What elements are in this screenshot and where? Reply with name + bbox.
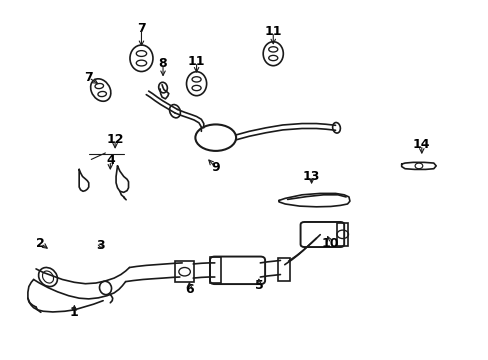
Text: 3: 3 (96, 239, 105, 252)
Text: 6: 6 (184, 283, 193, 296)
Text: 2: 2 (37, 237, 45, 250)
Text: 4: 4 (106, 154, 115, 167)
Text: 7: 7 (137, 22, 145, 35)
Text: 13: 13 (302, 170, 320, 183)
Text: 11: 11 (187, 55, 205, 68)
Text: 8: 8 (159, 57, 167, 70)
Text: 11: 11 (264, 25, 282, 38)
Text: 9: 9 (211, 161, 220, 174)
Text: 10: 10 (322, 237, 339, 250)
Text: 1: 1 (70, 306, 79, 319)
Text: 7: 7 (84, 71, 93, 84)
Text: 12: 12 (106, 133, 123, 146)
Text: 5: 5 (254, 279, 263, 292)
Text: 14: 14 (412, 138, 429, 151)
